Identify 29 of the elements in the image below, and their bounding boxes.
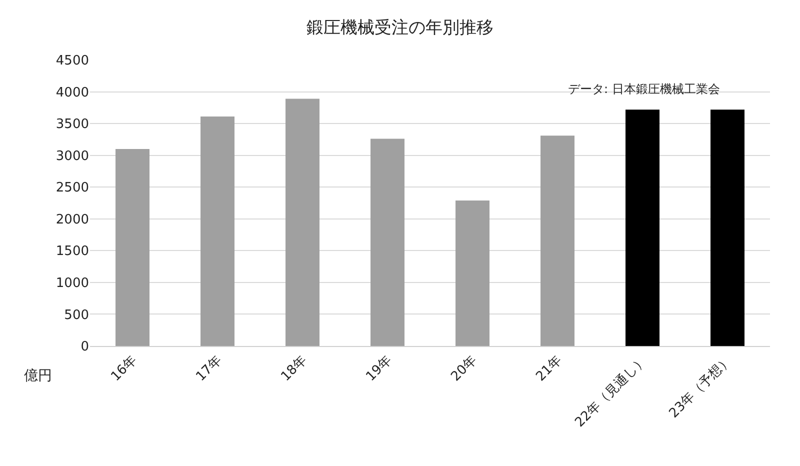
x-tick-label: 20年 [448,352,480,384]
x-tick-label: 16年 [108,352,140,384]
y-tick-label: 1000 [56,276,89,291]
x-tick-label: 23年（予想） [666,352,735,422]
bar [456,200,490,346]
bar [370,138,404,346]
x-tick-label: 17年 [193,352,225,384]
bar [540,136,574,346]
y-tick-label: 500 [64,308,89,323]
y-tick-label: 3500 [56,117,89,132]
y-tick-label: 2500 [56,180,89,196]
x-tick-label: 19年 [363,352,395,384]
y-tick-label: 0 [80,340,89,355]
y-tick-label: 4000 [56,85,89,100]
bar [200,116,234,346]
y-tick-label: 2000 [56,212,89,228]
x-tick-label: 22年（見通し） [572,352,650,430]
y-tick-label: 4500 [56,54,89,69]
bar [286,98,320,346]
annotation: データ: 日本鍛圧機械工業会 [568,82,720,96]
bar [626,110,660,346]
chart-title: 鍛圧機械受注の年別推移 [306,18,494,38]
y-tick-label: 3000 [56,148,89,164]
y-axis-title: 億円 [24,368,52,384]
x-tick-label: 18年 [278,352,310,384]
x-tick-label: 21年 [533,352,565,384]
bar [710,110,744,346]
y-tick-label: 1500 [56,244,89,260]
bar [116,148,150,346]
